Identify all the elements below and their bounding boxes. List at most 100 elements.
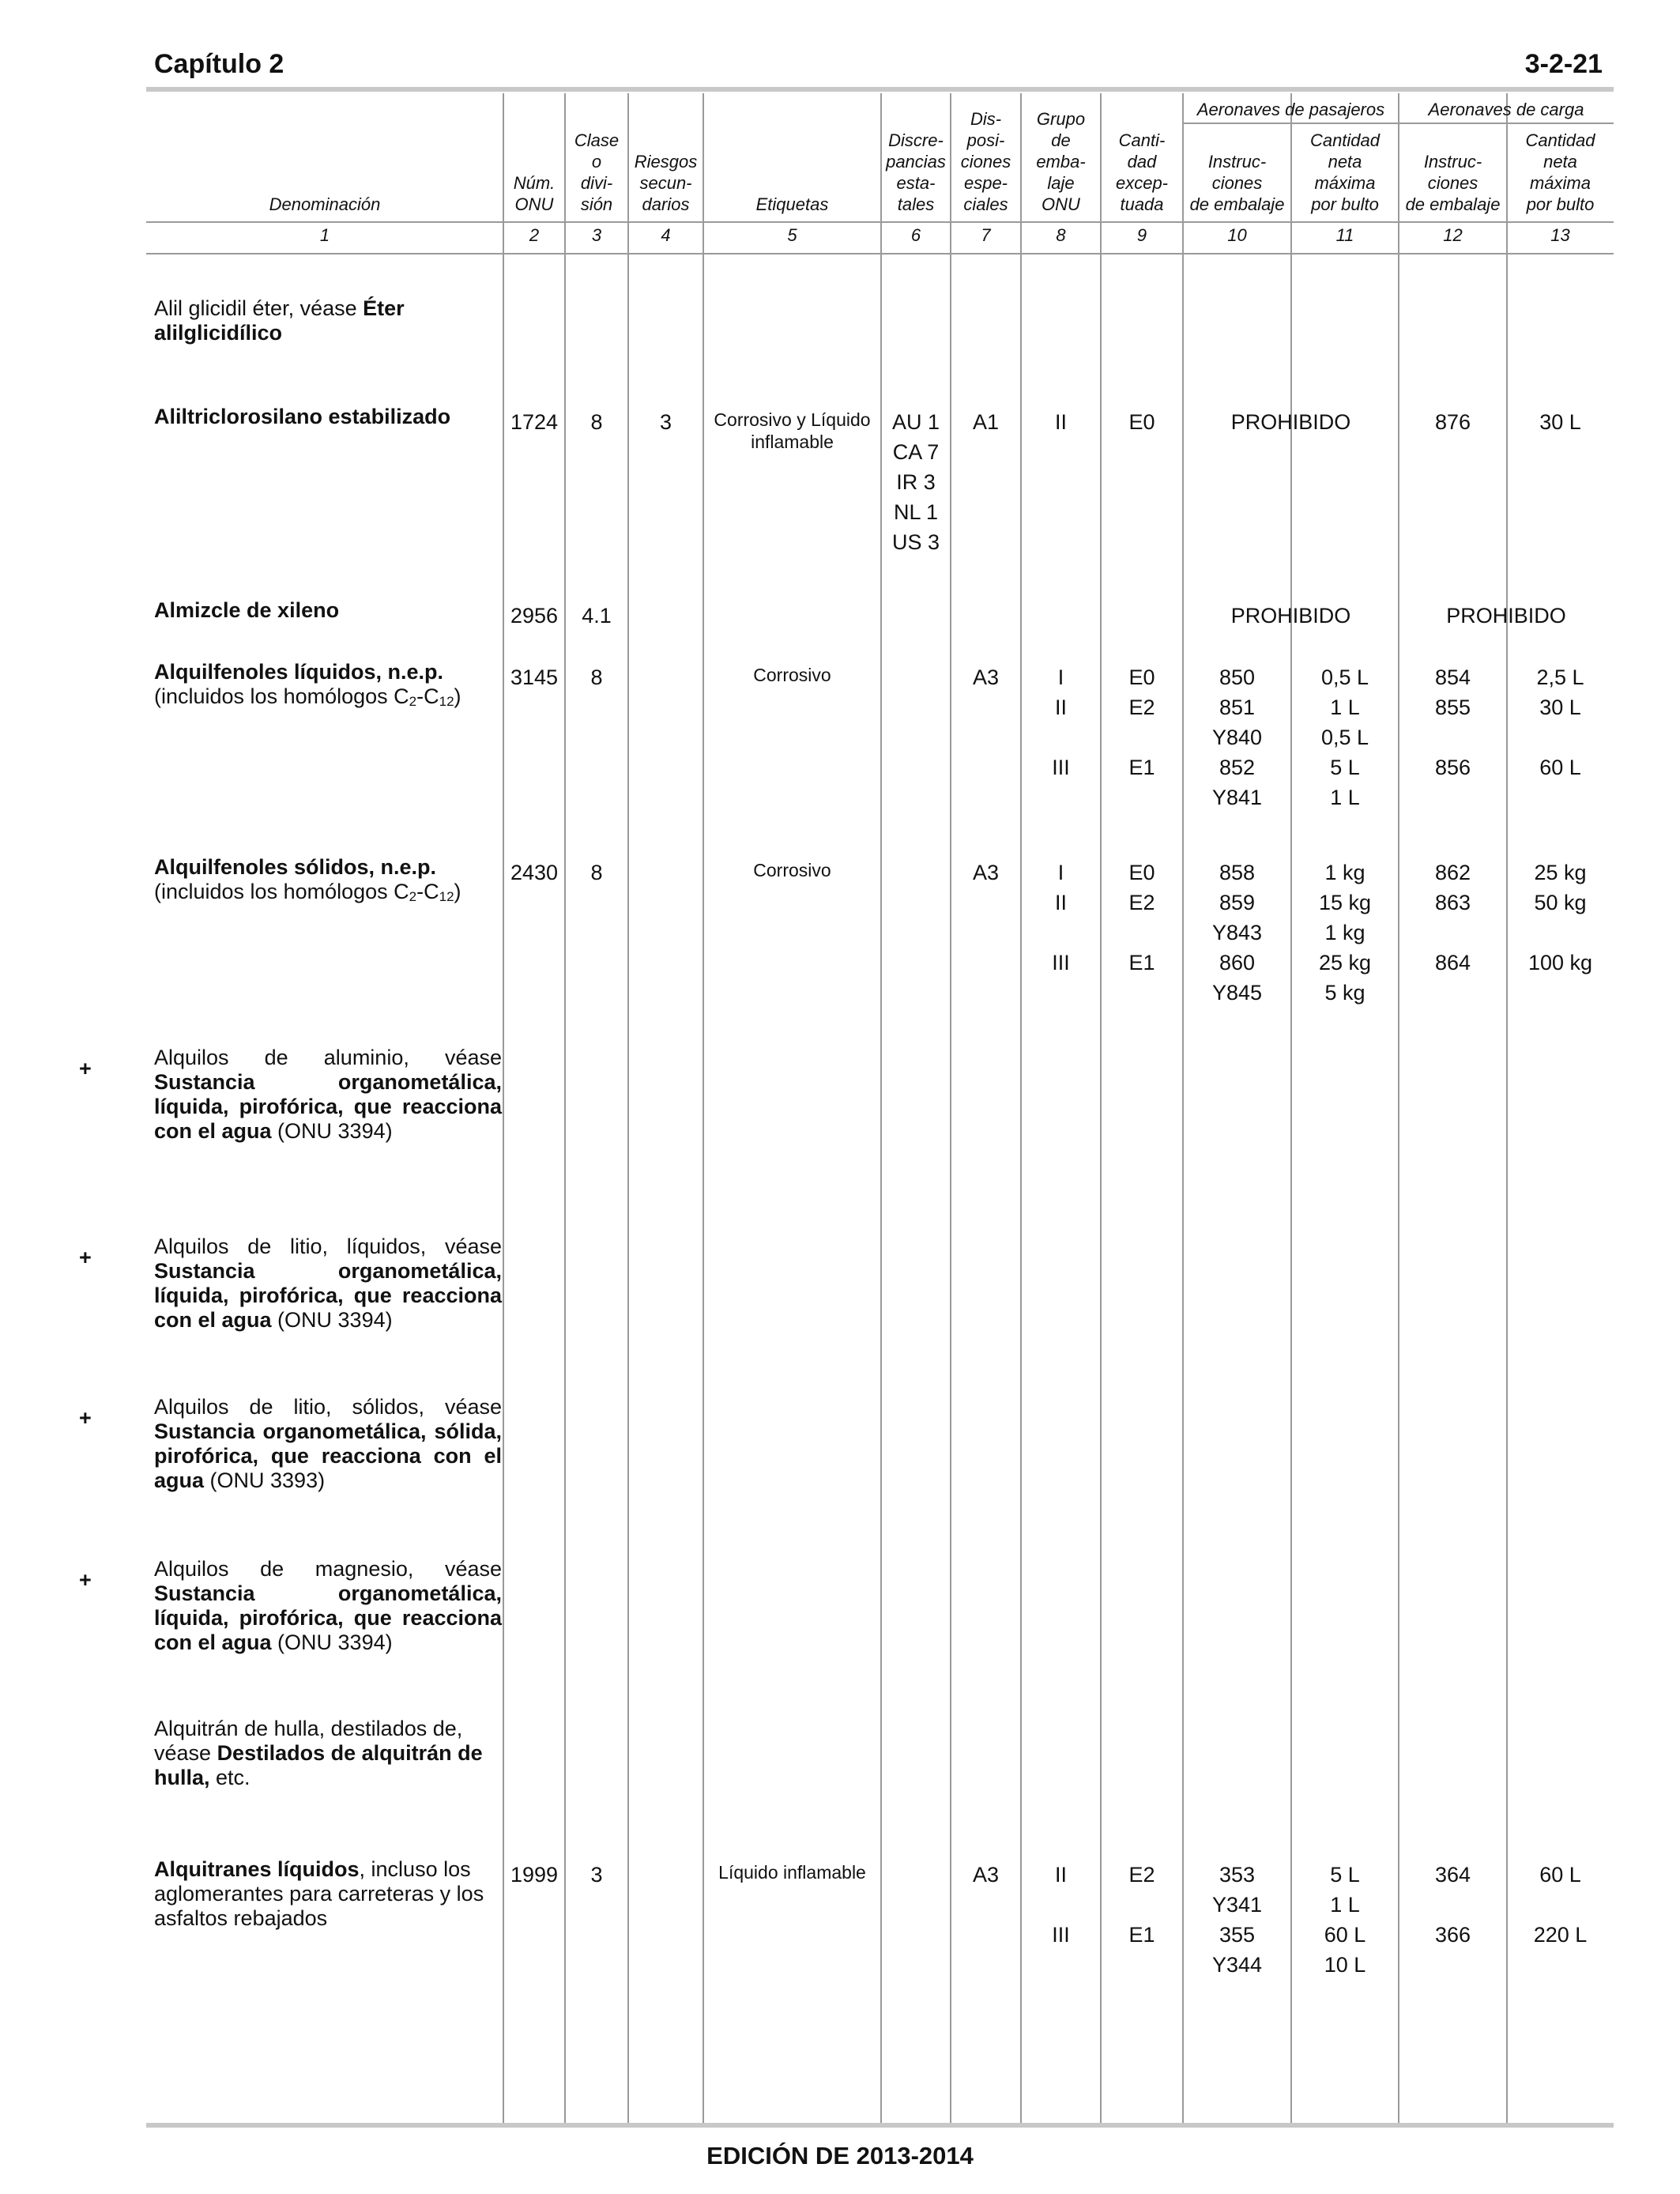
column-divider — [1290, 93, 1292, 2123]
excepted-quantity: E0 E2 E1 — [1128, 861, 1155, 974]
edition-footer: EDICIÓN DE 2013-2014 — [706, 2142, 974, 2169]
entry-name: Alquilos de litio, líquidos, véase Sustan… — [154, 1235, 502, 1332]
hazard-labels: Corrosivo — [753, 860, 831, 880]
hazard-class: 8 — [590, 861, 603, 884]
column-number-7: 7 — [981, 225, 991, 245]
column-number-13: 13 — [1550, 225, 1570, 245]
change-marker: + — [79, 1406, 92, 1430]
entry-name: Almizcle de xileno — [154, 598, 340, 622]
change-marker: + — [79, 1246, 92, 1269]
packing-group: I II III — [1052, 665, 1070, 779]
column-number-6: 6 — [910, 225, 921, 245]
hazard-labels: Corrosivo — [753, 665, 831, 685]
column-header-10: Instruc-ciones de embalaje — [1189, 152, 1285, 214]
special-provisions: A3 — [972, 861, 1000, 884]
passenger-packing-instruction: 858 859 Y843 860 Y845 — [1211, 861, 1263, 1005]
cargo-max-quantity: 25 kg 50 kg 100 kg — [1527, 861, 1593, 974]
column-header-4: Riesgos secun-darios — [634, 152, 698, 214]
change-marker: + — [79, 1057, 92, 1080]
column-header-6: Discre-pancias esta-tales — [886, 130, 946, 214]
un-number: 2956 — [510, 604, 559, 628]
packing-group: II III — [1052, 1863, 1070, 1947]
column-divider — [1020, 93, 1022, 2123]
column-header-5: Etiquetas — [755, 194, 829, 214]
column-number-1: 1 — [319, 225, 330, 245]
hazard-class: 3 — [590, 1863, 603, 1887]
entry-name: Alquilos de aluminio, véase Sustancia org… — [154, 1046, 502, 1143]
cargo-packing-instruction: 854 855 856 — [1434, 665, 1471, 779]
column-divider — [703, 93, 704, 2123]
page-number: 3-2-21 — [1524, 49, 1603, 79]
column-divider — [1182, 93, 1184, 2123]
hazard-class: 4.1 — [582, 604, 612, 628]
excepted-quantity: E0 E2 E1 — [1128, 665, 1155, 779]
un-number: 1724 — [510, 410, 559, 434]
passenger-packing-instruction: 850 851 Y840 852 Y841 — [1211, 665, 1263, 809]
group-divider — [1183, 123, 1614, 124]
header-rule — [146, 87, 1614, 92]
column-divider — [880, 93, 882, 2123]
passenger-max-quantity: 1 kg 15 kg 1 kg 25 kg 5 kg — [1318, 861, 1372, 1005]
un-number: 3145 — [510, 665, 559, 689]
column-divider — [950, 93, 951, 2123]
cargo-max-quantity: 30 L — [1539, 410, 1581, 434]
entry-name: Alquilfenoles sólidos, n.e.p. (incluidos … — [154, 855, 461, 904]
un-number: 1999 — [510, 1863, 559, 1887]
special-provisions: A1 — [972, 410, 1000, 434]
cargo-max-quantity: 2,5 L 30 L 60 L — [1536, 665, 1584, 779]
special-provisions: A3 — [972, 665, 1000, 689]
header-divider — [146, 253, 1614, 254]
cargo-max-quantity: 60 L 220 L — [1533, 1863, 1588, 1947]
hazard-class: 8 — [590, 665, 603, 689]
column-number-2: 2 — [529, 225, 540, 245]
hazard-labels: Corrosivo y Líquido inflamable — [714, 409, 871, 452]
column-number-3: 3 — [591, 225, 602, 245]
passenger-forbidden: PROHIBIDO — [1230, 410, 1351, 434]
entry-name: Alquitrán de hulla, destilados de, véase… — [154, 1717, 483, 1789]
hazard-labels: Líquido inflamable — [718, 1862, 866, 1883]
chapter-title: Capítulo 2 — [154, 49, 284, 79]
column-header-8: Grupo de emba-laje ONU — [1036, 109, 1086, 214]
entry-name: Alquilos de magnesio, véase Sustancia org… — [154, 1557, 502, 1654]
state-variations: AU 1 CA 7 IR 3 NL 1 US 3 — [891, 410, 940, 554]
subsidiary-risk: 3 — [659, 410, 672, 434]
column-divider — [564, 93, 566, 2123]
footer-rule — [146, 2123, 1614, 2128]
cargo-packing-instruction: 364 366 — [1434, 1863, 1471, 1947]
passenger-packing-instruction: 353 Y341 355 Y344 — [1211, 1863, 1263, 1977]
column-divider — [627, 93, 629, 2123]
column-header-1: Denominación — [269, 194, 381, 214]
column-header-9: Canti-dad excep-tuada — [1115, 130, 1169, 214]
column-number-5: 5 — [787, 225, 797, 245]
column-header-2: Núm. ONU — [513, 173, 556, 214]
cargo-packing-instruction: 862 863 864 — [1434, 861, 1471, 974]
group-header-cargo: Aeronaves de carga — [1428, 100, 1584, 119]
change-marker: + — [79, 1568, 92, 1592]
hazard-class: 8 — [590, 410, 603, 434]
excepted-quantity: E2 E1 — [1128, 1863, 1155, 1947]
cargo-packing-instruction: 876 — [1434, 410, 1471, 434]
column-header-12: Instruc-ciones de embalaje — [1405, 152, 1501, 214]
entry-name: Alquilfenoles líquidos, n.e.p. (incluidos… — [154, 660, 461, 709]
packing-group: I II III — [1052, 861, 1070, 974]
special-provisions: A3 — [972, 1863, 1000, 1887]
column-number-4: 4 — [661, 225, 671, 245]
column-header-13: Cantidad neta máxima por bulto — [1525, 130, 1595, 214]
column-divider — [1398, 93, 1399, 2123]
column-number-9: 9 — [1136, 225, 1147, 245]
column-divider — [1100, 93, 1102, 2123]
column-header-11: Cantidad neta máxima por bulto — [1309, 130, 1381, 214]
entry-name: Alil glicidil éter, véase Éter alilglici… — [154, 296, 405, 345]
entry-name: Aliltriclorosilano estabilizado — [154, 405, 451, 428]
column-divider — [503, 93, 504, 2123]
packing-group: II — [1054, 410, 1067, 434]
entry-name: Alquilos de litio, sólidos, véase Sustanc… — [154, 1395, 502, 1492]
column-number-11: 11 — [1335, 225, 1354, 245]
passenger-forbidden: PROHIBIDO — [1230, 604, 1351, 628]
entry-name: Alquitranes líquidos, incluso los aglome… — [154, 1857, 484, 1930]
excepted-quantity: E0 — [1128, 410, 1155, 434]
column-number-12: 12 — [1443, 225, 1463, 245]
column-number-10: 10 — [1227, 225, 1247, 245]
